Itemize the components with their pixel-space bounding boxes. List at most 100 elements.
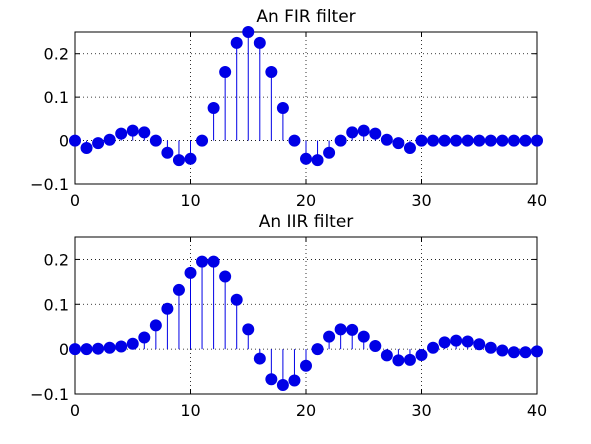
stem-marker [276, 102, 289, 114]
stem-marker [473, 134, 486, 147]
x-tick-label: 20 [296, 191, 316, 210]
fir-filter-panel: An FIR filter 0 10 20 30 400.20.10−0.1 [30, 7, 547, 210]
stem-marker [69, 343, 81, 356]
stem-marker [380, 133, 393, 146]
y-tick-label: 0.1 [44, 295, 69, 314]
stem-marker [461, 335, 474, 348]
stem-marker [427, 341, 440, 354]
stem-marker [380, 349, 393, 362]
stem-marker [461, 134, 474, 147]
y-tick-label: 0.2 [44, 45, 69, 64]
stem-marker [323, 330, 336, 343]
stem-marker [196, 255, 209, 268]
stem-marker [288, 374, 301, 387]
stem-marker [403, 353, 416, 366]
stem-marker [531, 345, 543, 358]
stem-marker [357, 330, 370, 343]
x-tick-label: 40 [527, 191, 547, 210]
stem-marker [149, 319, 162, 332]
stem-marker [403, 141, 416, 154]
stem-marker [115, 127, 128, 140]
stem-marker [438, 134, 451, 147]
stem-marker [230, 293, 243, 306]
stem-marker [69, 134, 81, 147]
stem-marker [161, 146, 174, 159]
stem-marker [138, 126, 151, 139]
stem-marker [300, 359, 312, 372]
stem-marker [496, 344, 509, 357]
stem-marker [103, 341, 116, 354]
stem-marker [519, 346, 532, 359]
stem-marker [415, 348, 428, 361]
stem-marker [184, 266, 197, 279]
x-tick-label: 30 [411, 401, 431, 420]
y-tick-label: 0 [59, 132, 69, 151]
iir-filter-panel: An IIR filter 0 10 20 30 400.20.10−0.1 [30, 212, 547, 420]
stem-marker [473, 338, 486, 351]
stem-marker [126, 124, 139, 137]
stem-marker [300, 152, 312, 165]
stem-marker [346, 126, 359, 139]
x-tick-label: 0 [70, 191, 80, 210]
stem-marker [288, 134, 301, 147]
stem-marker [172, 283, 185, 296]
stem-marker [161, 302, 174, 315]
stem-marker [184, 152, 197, 165]
stem-marker [242, 26, 255, 38]
stem-marker [276, 379, 289, 392]
chart-title: An FIR filter [256, 7, 355, 27]
stem-marker [103, 133, 116, 146]
x-tick-label: 20 [296, 401, 316, 420]
stem-marker [253, 352, 266, 365]
stem-marker [369, 340, 382, 353]
stem-marker [230, 36, 243, 49]
stem-marker [438, 336, 451, 349]
y-tick-label: 0.1 [44, 88, 69, 107]
stem-marker [427, 134, 440, 147]
stem-marker [207, 102, 220, 114]
x-tick-label: 40 [527, 401, 547, 420]
stem-marker [323, 146, 336, 159]
stem-marker [80, 141, 93, 154]
x-tick-label: 10 [180, 191, 200, 210]
stem-marker [392, 354, 405, 367]
stem-marker [219, 65, 232, 78]
x-tick-label: 30 [411, 191, 431, 210]
stem-marker [496, 134, 509, 147]
stem-marker [196, 134, 209, 147]
x-tick-label: 10 [180, 401, 200, 420]
stem-marker [219, 270, 232, 283]
stem-marker [450, 134, 463, 147]
stem-marker [311, 343, 324, 356]
y-tick-label: −0.1 [30, 385, 69, 404]
stem-marker [242, 323, 255, 336]
stem-marker [92, 342, 105, 355]
stem-marker [207, 255, 220, 268]
stem-marker [531, 134, 543, 147]
x-tick-label: 0 [70, 401, 80, 420]
y-tick-label: 0.2 [44, 250, 69, 269]
stem-marker [115, 340, 128, 353]
stem-marker [138, 331, 151, 344]
y-tick-label: 0 [59, 340, 69, 359]
chart-title: An IIR filter [259, 212, 354, 232]
stem-marker [92, 137, 105, 150]
stem-marker [149, 134, 162, 147]
stem-marker [311, 154, 324, 167]
stem-marker [415, 134, 428, 147]
stem-marker [369, 127, 382, 140]
stem-marker [334, 134, 347, 147]
stem-marker [126, 337, 139, 350]
stem-marker [450, 334, 463, 347]
stem-marker [392, 137, 405, 150]
stem-marker [172, 154, 185, 167]
stem-marker [484, 341, 497, 354]
stem-marker [80, 343, 93, 356]
stem-marker [519, 134, 532, 147]
y-tick-label: −0.1 [30, 175, 69, 194]
stem-marker [253, 36, 266, 49]
stem-marker [265, 373, 278, 386]
stem-marker [484, 134, 497, 147]
